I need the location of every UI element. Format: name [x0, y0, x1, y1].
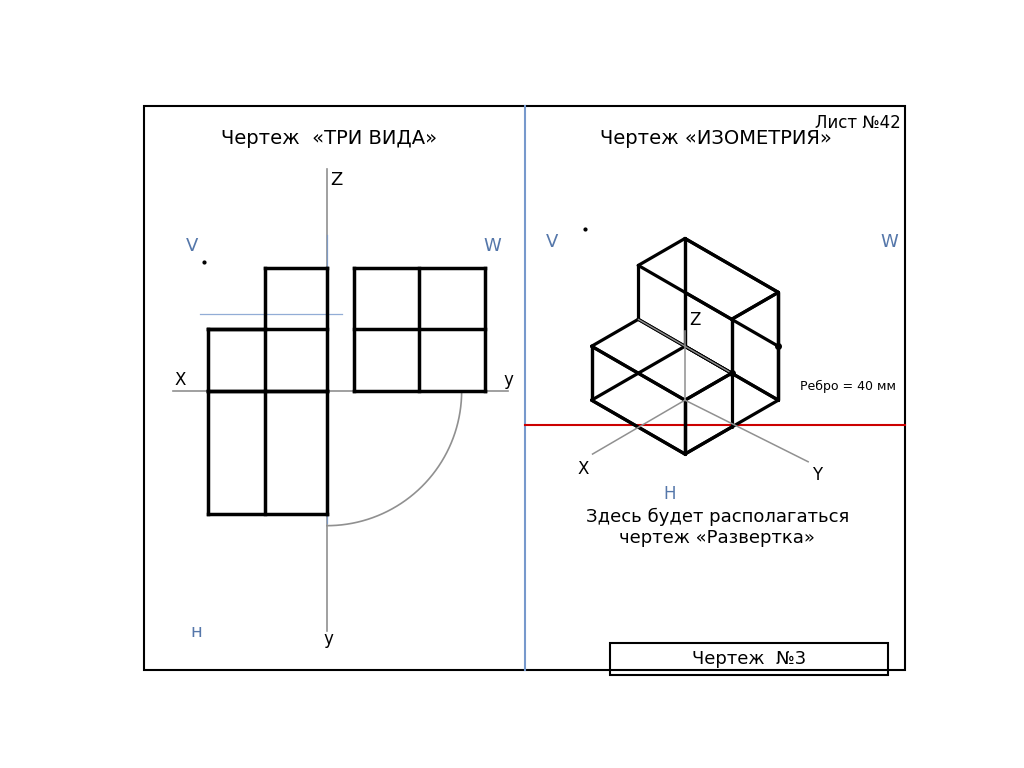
Text: y: y: [503, 372, 513, 389]
Text: Ребро = 40 мм: Ребро = 40 мм: [801, 379, 896, 393]
Text: Z: Z: [330, 170, 342, 189]
Text: X: X: [174, 372, 185, 389]
Text: Здесь будет располагаться
чертеж «Развертка»: Здесь будет располагаться чертеж «Развер…: [586, 508, 849, 547]
Text: н: н: [190, 624, 202, 641]
Text: W: W: [881, 233, 898, 251]
Text: V: V: [186, 237, 199, 255]
Text: Чертеж  «ТРИ ВИДА»: Чертеж «ТРИ ВИДА»: [221, 129, 437, 148]
Text: X: X: [578, 460, 589, 478]
Text: Н: Н: [664, 485, 676, 503]
Text: Y: Y: [812, 465, 822, 484]
Text: y: y: [324, 630, 334, 647]
Text: W: W: [483, 237, 502, 255]
Text: Z: Z: [689, 311, 700, 329]
Bar: [609, 643, 888, 675]
Text: Чертеж «ИЗОМЕТРИЯ»: Чертеж «ИЗОМЕТРИЯ»: [600, 129, 831, 148]
Text: Чертеж  №3: Чертеж №3: [692, 650, 806, 668]
Text: V: V: [547, 233, 559, 251]
Text: Лист №42: Лист №42: [815, 114, 900, 132]
